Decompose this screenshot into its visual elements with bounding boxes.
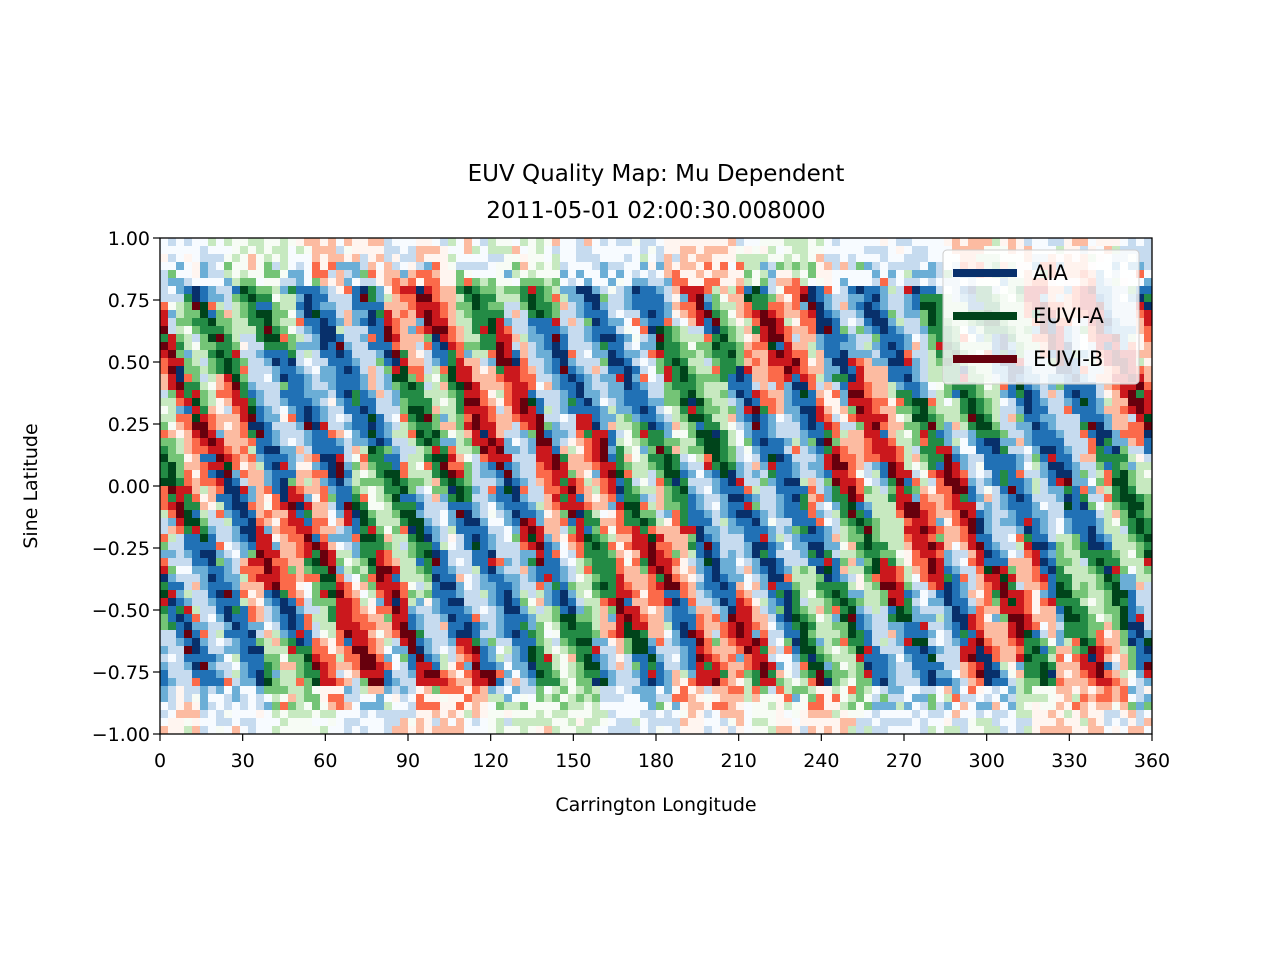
y-tick-label: 1.00 (108, 228, 150, 250)
legend-box (942, 249, 1140, 385)
x-tick-label: 360 (1134, 750, 1170, 772)
x-axis: 0 30 60 90 120 150 180 210 240 270 300 330 360 (154, 734, 1170, 772)
x-tick-label: 30 (231, 750, 255, 772)
x-axis-label: Carrington Longitude (555, 794, 756, 816)
x-tick-label: 240 (803, 750, 839, 772)
y-axis-label: Sine Latitude (20, 423, 42, 548)
chart-title: EUV Quality Map: Mu Dependent (468, 161, 845, 187)
x-tick-label: 0 (154, 750, 166, 772)
y-tick-label: −0.75 (92, 662, 150, 684)
x-tick-label: 180 (638, 750, 674, 772)
x-tick-label: 60 (313, 750, 337, 772)
y-tick-label: 0.25 (108, 414, 150, 436)
x-tick-label: 300 (969, 750, 1005, 772)
legend: AIA EUVI-A EUVI-B (942, 249, 1140, 385)
legend-label: EUVI-B (1033, 347, 1103, 371)
x-tick-label: 120 (473, 750, 509, 772)
chart-subtitle: 2011-05-01 02:00:30.008000 (486, 198, 825, 224)
y-tick-label: −0.50 (92, 600, 150, 622)
legend-label: EUVI-A (1033, 304, 1104, 328)
y-tick-label: 0.50 (108, 352, 150, 374)
x-tick-label: 150 (555, 750, 591, 772)
y-axis: 1.00 0.75 0.50 0.25 0.00 −0.25 −0.50 −0.75 −1.00 (92, 228, 160, 746)
y-tick-label: −1.00 (92, 724, 150, 746)
x-tick-label: 90 (396, 750, 420, 772)
y-tick-label: −0.25 (92, 538, 150, 560)
y-tick-label: 0.75 (108, 290, 150, 312)
legend-label: AIA (1033, 261, 1069, 285)
x-tick-label: 210 (721, 750, 757, 772)
x-tick-label: 330 (1051, 750, 1087, 772)
y-tick-label: 0.00 (108, 476, 150, 498)
x-tick-label: 270 (886, 750, 922, 772)
